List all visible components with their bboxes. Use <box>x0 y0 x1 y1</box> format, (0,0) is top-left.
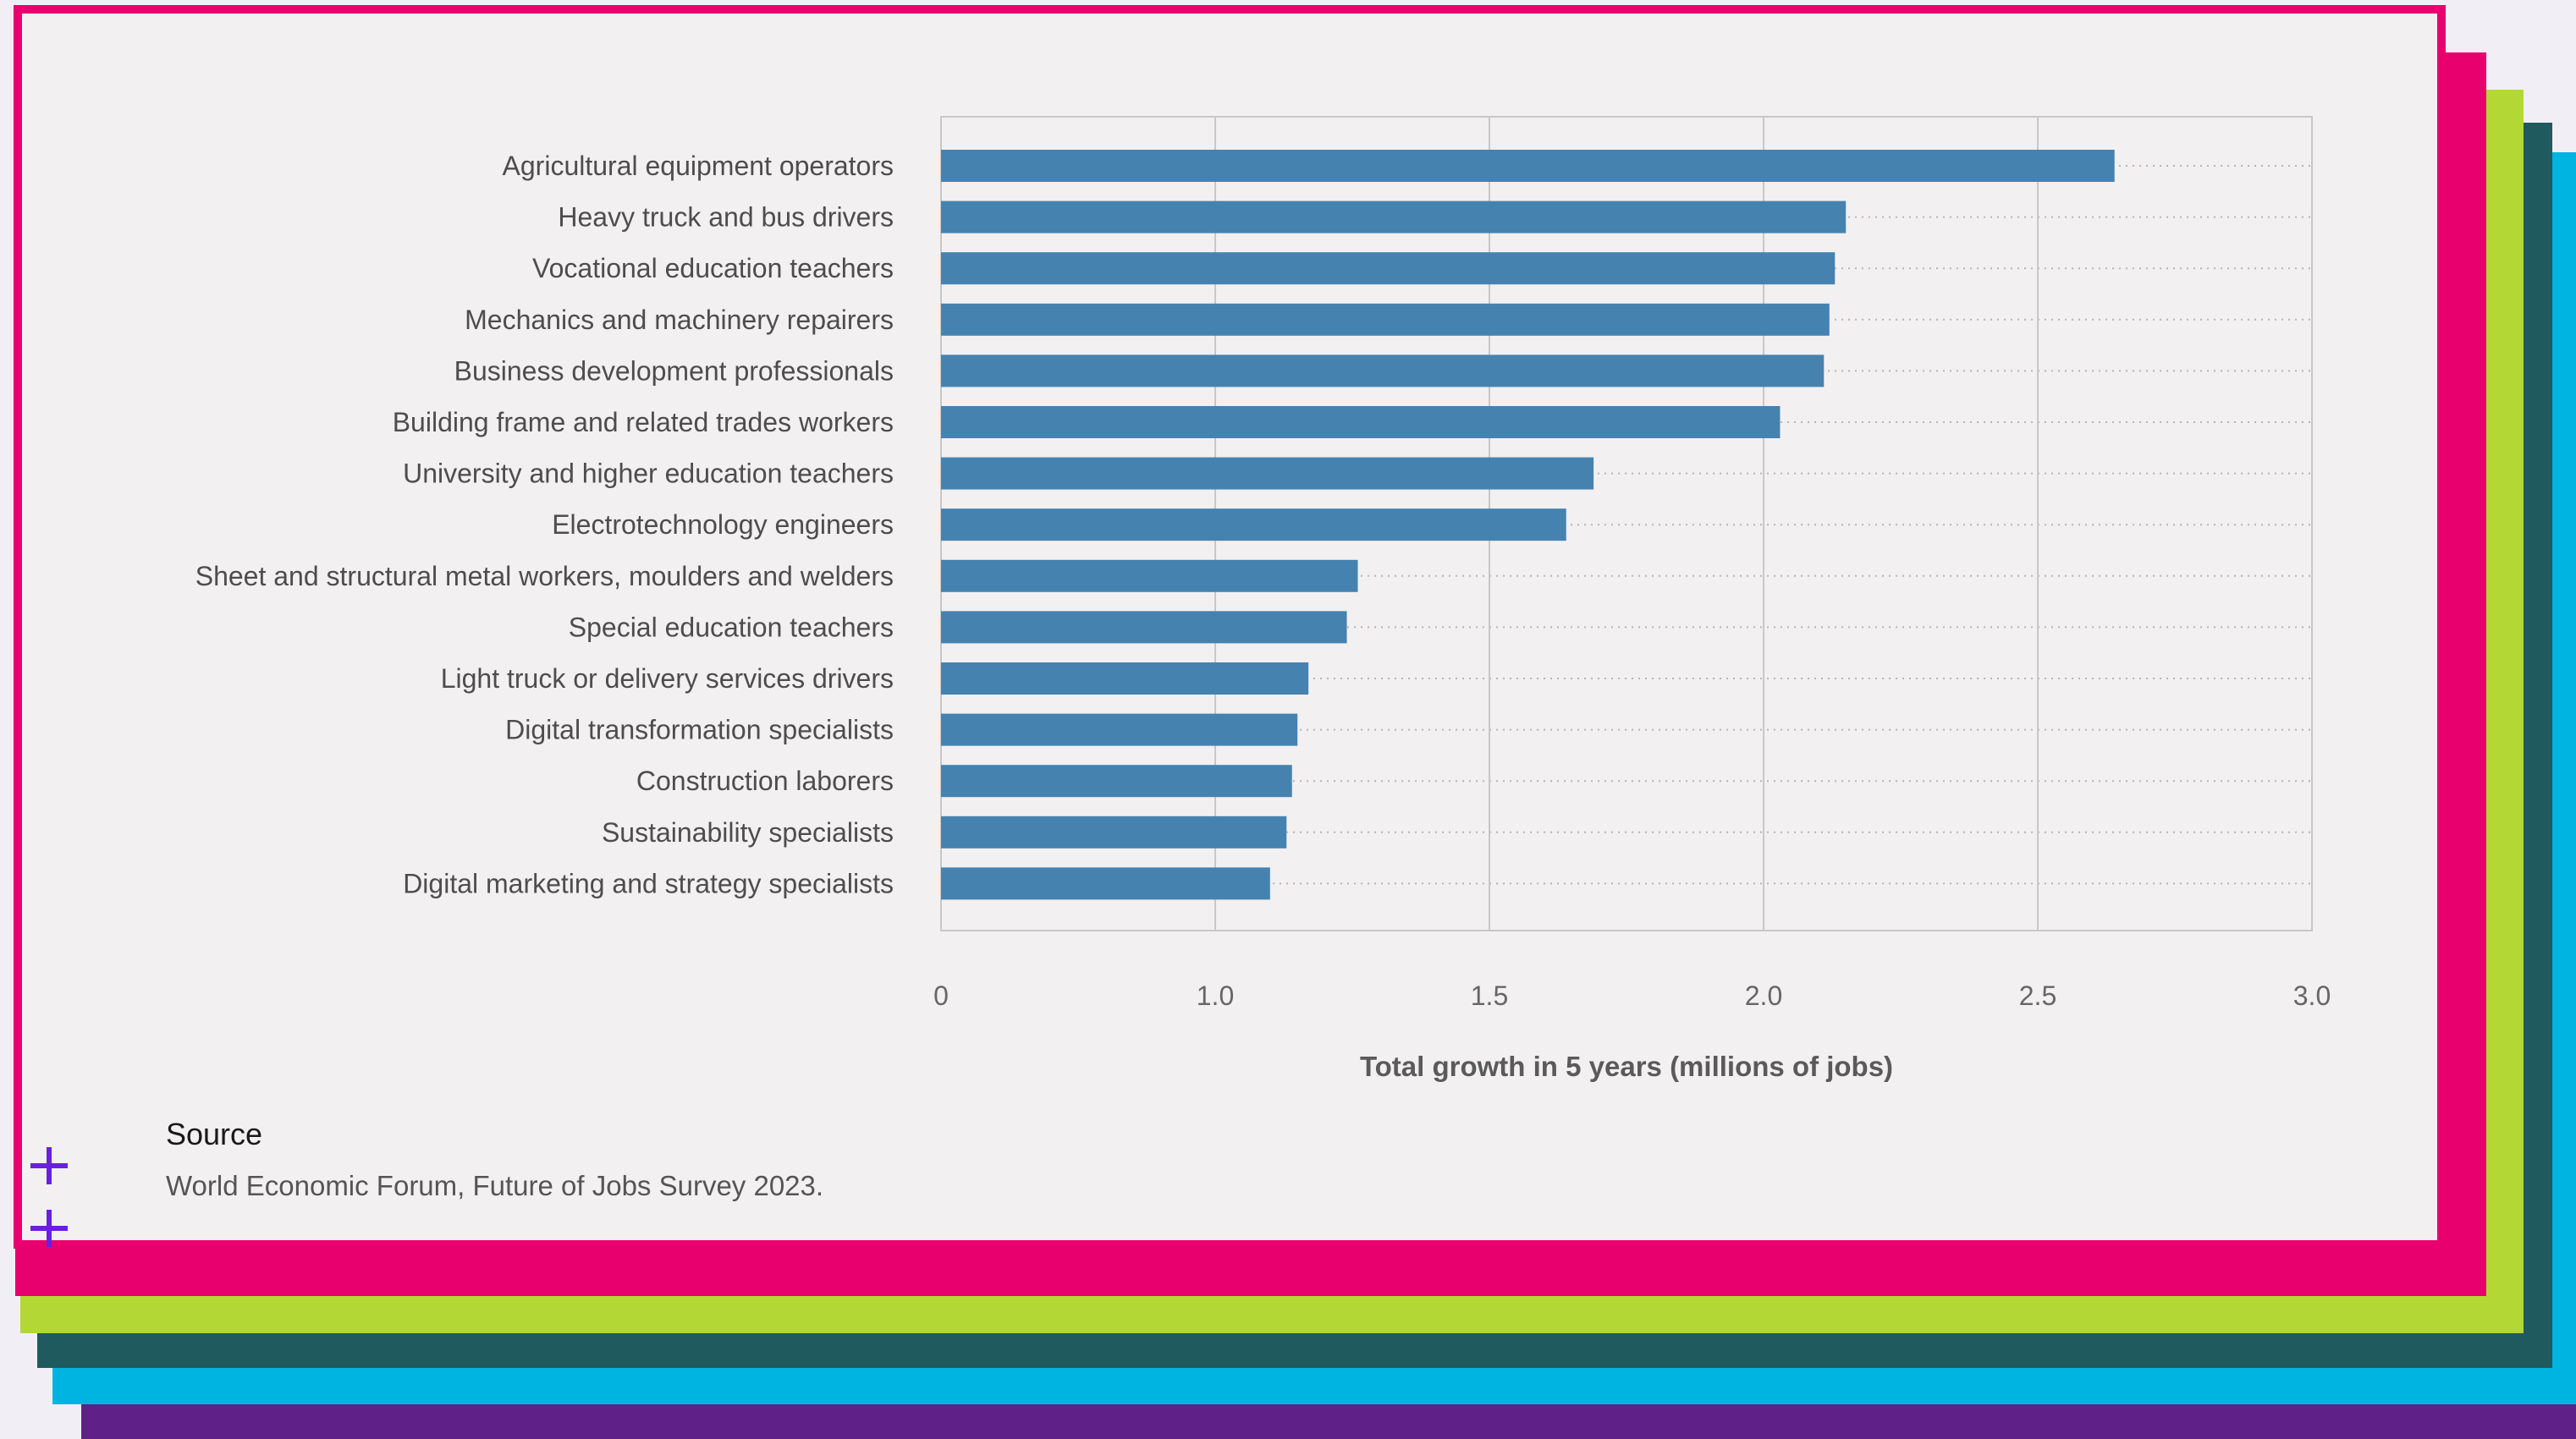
bar <box>941 611 1347 644</box>
bar <box>941 252 1836 285</box>
category-label: Mechanics and machinery repairers <box>465 305 894 335</box>
category-label: Building frame and related trades worker… <box>393 407 894 437</box>
category-label: Sustainability specialists <box>602 817 894 848</box>
x-tick-label: 0 <box>933 980 949 1011</box>
plus-icon <box>30 1147 68 1184</box>
bar <box>941 662 1309 695</box>
bar-chart: Agricultural equipment operators Heavy tr… <box>195 116 2331 1082</box>
bar <box>941 508 1566 541</box>
category-label: Light truck or delivery services drivers <box>441 663 894 694</box>
bar <box>941 406 1781 438</box>
category-label: Agricultural equipment operators <box>503 151 894 181</box>
tick-layer: 0 1.0 1.5 2.0 2.5 3.0 <box>933 980 2331 1011</box>
category-label: Digital transformation specialists <box>505 715 894 745</box>
bar <box>941 816 1287 849</box>
source-text: World Economic Forum, Future of Jobs Sur… <box>166 1170 824 1201</box>
category-label: Construction laborers <box>636 766 894 796</box>
label-layer: Agricultural equipment operators Heavy tr… <box>195 151 894 898</box>
plus-icon <box>30 1210 68 1247</box>
x-axis-title: Total growth in 5 years (millions of job… <box>1360 1051 1893 1082</box>
category-label: Electrotechnology engineers <box>552 509 894 540</box>
chart-card: Agricultural equipment operators Heavy tr… <box>14 5 2446 1249</box>
x-tick-label: 2.5 <box>2019 980 2056 1011</box>
bar <box>941 303 1830 336</box>
category-label: Sheet and structural metal workers, moul… <box>195 561 894 591</box>
category-label: Special education teachers <box>569 612 894 642</box>
bar <box>941 200 1847 233</box>
source-heading: Source <box>166 1117 263 1151</box>
bar <box>941 457 1594 490</box>
category-label: Heavy truck and bus drivers <box>558 202 894 233</box>
x-tick-label: 3.0 <box>2293 980 2331 1011</box>
x-tick-label: 1.0 <box>1197 980 1234 1011</box>
x-tick-label: 2.0 <box>1745 980 1782 1011</box>
category-label: Business development professionals <box>454 355 894 386</box>
x-tick-label: 1.5 <box>1471 980 1508 1011</box>
bar-layer <box>941 150 2115 900</box>
category-label: Digital marketing and strategy specialis… <box>403 868 894 898</box>
bar <box>941 867 1270 900</box>
bar <box>941 765 1292 798</box>
bar <box>941 150 2115 182</box>
bar <box>941 559 1358 592</box>
bar <box>941 354 1825 387</box>
category-label: University and higher education teachers <box>403 459 894 489</box>
category-label: Vocational education teachers <box>532 253 894 283</box>
bar <box>941 713 1298 746</box>
